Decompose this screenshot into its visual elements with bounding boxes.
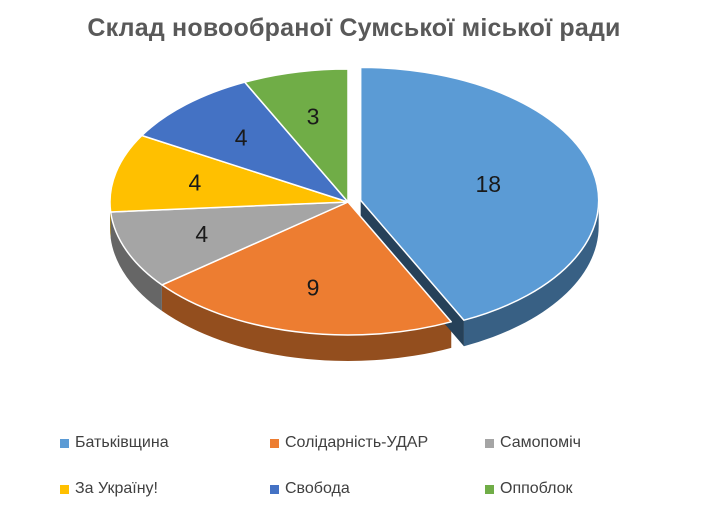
pie-slice-за-україну: [109, 134, 349, 213]
legend-label: За Україну!: [75, 480, 158, 497]
data-label-солідарність-удар: 9: [307, 275, 320, 301]
legend-swatch: [60, 438, 69, 448]
legend-swatch: [485, 484, 494, 494]
legend-label: Батьківщина: [75, 434, 169, 451]
legend-swatch: [270, 438, 279, 448]
chart-title: Склад новообраної Сумської міської ради: [87, 14, 621, 42]
pie-slice-самопоміч: [109, 201, 349, 286]
pie-slice-свобода: [141, 81, 349, 203]
data-label-батьківщина: 18: [475, 171, 501, 197]
pie-side-солідарність-удар: [161, 284, 452, 362]
legend-swatch: [60, 484, 69, 494]
legend-swatch: [485, 438, 494, 448]
legend-label: Оппоблок: [500, 480, 573, 497]
legend-item-за-україну: За Україну!: [60, 480, 158, 498]
legend-label: Самопоміч: [500, 434, 581, 451]
pie-slice-оппоблок: [243, 68, 349, 203]
data-label-свобода: 4: [235, 125, 248, 151]
chart-legend: Батьківщина Солідарність-УДАР Самопоміч За …: [0, 424, 708, 514]
legend-label: Солідарність-УДАР: [285, 434, 429, 451]
legend-swatch: [270, 484, 279, 494]
pie-slice-солідарність-удар: [161, 201, 453, 336]
data-label-оппоблок: 3: [307, 103, 320, 129]
legend-item-свобода: Свобода: [270, 480, 350, 498]
pie-side-самопоміч: [110, 211, 162, 311]
legend-item-оппоблок: Оппоблок: [485, 480, 573, 498]
data-label-за-україну: 4: [188, 169, 201, 195]
legend-item-батьківщина: Батьківщина: [60, 434, 169, 452]
legend-item-солідарність-удар: Солідарність-УДАР: [270, 434, 428, 452]
legend-item-самопоміч: Самопоміч: [485, 434, 581, 452]
data-label-самопоміч: 4: [195, 221, 208, 247]
pie-slice-батьківщина: [359, 66, 600, 321]
legend-label: Свобода: [285, 480, 350, 497]
